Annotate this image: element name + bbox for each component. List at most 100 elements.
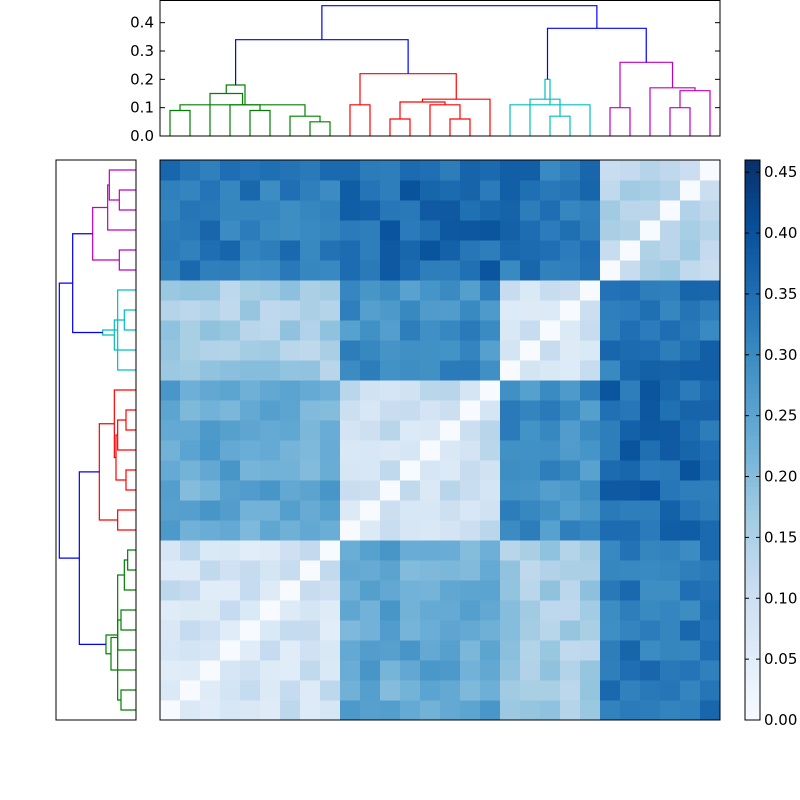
colorbar-segment: [745, 472, 760, 478]
heatmap-cell: [440, 580, 461, 601]
heatmap-cell: [580, 320, 601, 341]
heatmap-cell: [640, 480, 661, 501]
heatmap-cell: [660, 480, 681, 501]
heatmap-cell: [600, 160, 621, 181]
heatmap-cell: [200, 200, 221, 221]
heatmap-cell: [580, 420, 601, 441]
heatmap-cell: [360, 380, 381, 401]
heatmap-cell: [200, 280, 221, 301]
heatmap-cell: [560, 600, 581, 621]
colorbar-segment: [745, 566, 760, 572]
heatmap-cell: [300, 180, 321, 201]
heatmap-cell: [380, 200, 401, 221]
heatmap-cell: [640, 300, 661, 321]
colorbar-segment: [745, 678, 760, 684]
heatmap-cell: [320, 360, 341, 381]
colorbar-tick-label: 0.10: [764, 589, 797, 607]
heatmap-cell: [660, 520, 681, 541]
colorbar-segment: [745, 174, 760, 180]
heatmap-cell: [580, 540, 601, 561]
heatmap-cell: [440, 320, 461, 341]
heatmap-cell: [460, 480, 481, 501]
heatmap-cell: [600, 480, 621, 501]
heatmap-cell: [500, 440, 521, 461]
heatmap-cell: [660, 580, 681, 601]
colorbar-segment: [745, 510, 760, 516]
heatmap-cell: [380, 500, 401, 521]
heatmap-cell: [400, 460, 421, 481]
heatmap-cell: [640, 200, 661, 221]
heatmap-cell: [680, 400, 701, 421]
heatmap-cell: [520, 180, 541, 201]
heatmap-cell: [420, 320, 441, 341]
colorbar-segment: [745, 519, 760, 525]
heatmap-cell: [280, 700, 301, 721]
dendrogram-link: [421, 98, 491, 136]
heatmap-cell: [380, 640, 401, 661]
heatmap-cell: [540, 180, 561, 201]
heatmap-cell: [680, 340, 701, 361]
dendrogram-link: [78, 471, 106, 645]
y-tick-label: 0.1: [130, 99, 154, 117]
heatmap-cell: [420, 440, 441, 461]
heatmap-cell: [200, 400, 221, 421]
heatmap-cell: [220, 620, 241, 641]
heatmap-cell: [420, 360, 441, 381]
heatmap-cell: [320, 420, 341, 441]
heatmap-cell: [400, 680, 421, 701]
heatmap-cell: [180, 420, 201, 441]
colorbar-segment: [745, 314, 760, 320]
heatmap-cell: [660, 360, 681, 381]
heatmap-cell: [300, 460, 321, 481]
heatmap-cell: [560, 420, 581, 441]
heatmap-cell: [400, 400, 421, 421]
heatmap-cell: [280, 420, 301, 441]
heatmap-cell: [420, 200, 441, 221]
heatmap-cell: [660, 340, 681, 361]
heatmap-cell: [520, 300, 541, 321]
heatmap-cell: [540, 580, 561, 601]
heatmap-cell: [180, 640, 201, 661]
heatmap-cell: [460, 440, 481, 461]
heatmap-cell: [580, 640, 601, 661]
heatmap-cell: [160, 540, 181, 561]
heatmap-cell: [700, 600, 721, 621]
heatmap-cell: [320, 300, 341, 321]
colorbar-segment: [745, 552, 760, 558]
heatmap-cell: [160, 200, 181, 221]
heatmap-cell: [500, 340, 521, 361]
heatmap-cell: [540, 460, 561, 481]
colorbar-tick-label: 0.30: [764, 346, 797, 364]
heatmap-cell: [600, 320, 621, 341]
heatmap-cell: [660, 680, 681, 701]
heatmap-cell: [480, 380, 501, 401]
heatmap-cell: [680, 420, 701, 441]
heatmap-cell: [160, 520, 181, 541]
heatmap-cell: [300, 500, 321, 521]
heatmap-cell: [600, 660, 621, 681]
heatmap-cell: [640, 220, 661, 241]
colorbar-segment: [745, 216, 760, 222]
heatmap-cell: [680, 680, 701, 701]
heatmap-cell: [620, 220, 641, 241]
heatmap-cell: [460, 600, 481, 621]
heatmap-cell: [400, 320, 421, 341]
heatmap-cell: [220, 420, 241, 441]
heatmap-cell: [160, 620, 181, 641]
heatmap-cell: [200, 500, 221, 521]
colorbar: 0.00 0.05 0.10 0.15 0.20 0.25 0.30 0.35 0.40 0.45: [744, 159, 797, 729]
heatmap-cell: [160, 240, 181, 261]
heatmap-cell: [360, 360, 381, 381]
heatmap-cell: [580, 560, 601, 581]
heatmap-cell: [380, 600, 401, 621]
heatmap-cell: [600, 380, 621, 401]
heatmap-cell: [400, 360, 421, 381]
heatmap-cell: [420, 280, 441, 301]
heatmap-cell: [240, 540, 261, 561]
heatmap-cell: [420, 700, 441, 721]
heatmap-cell: [360, 480, 381, 501]
heatmap-cell: [680, 600, 701, 621]
heatmap-cell: [340, 280, 361, 301]
heatmap-cell: [300, 520, 321, 541]
dendrogram-link: [321, 5, 598, 40]
